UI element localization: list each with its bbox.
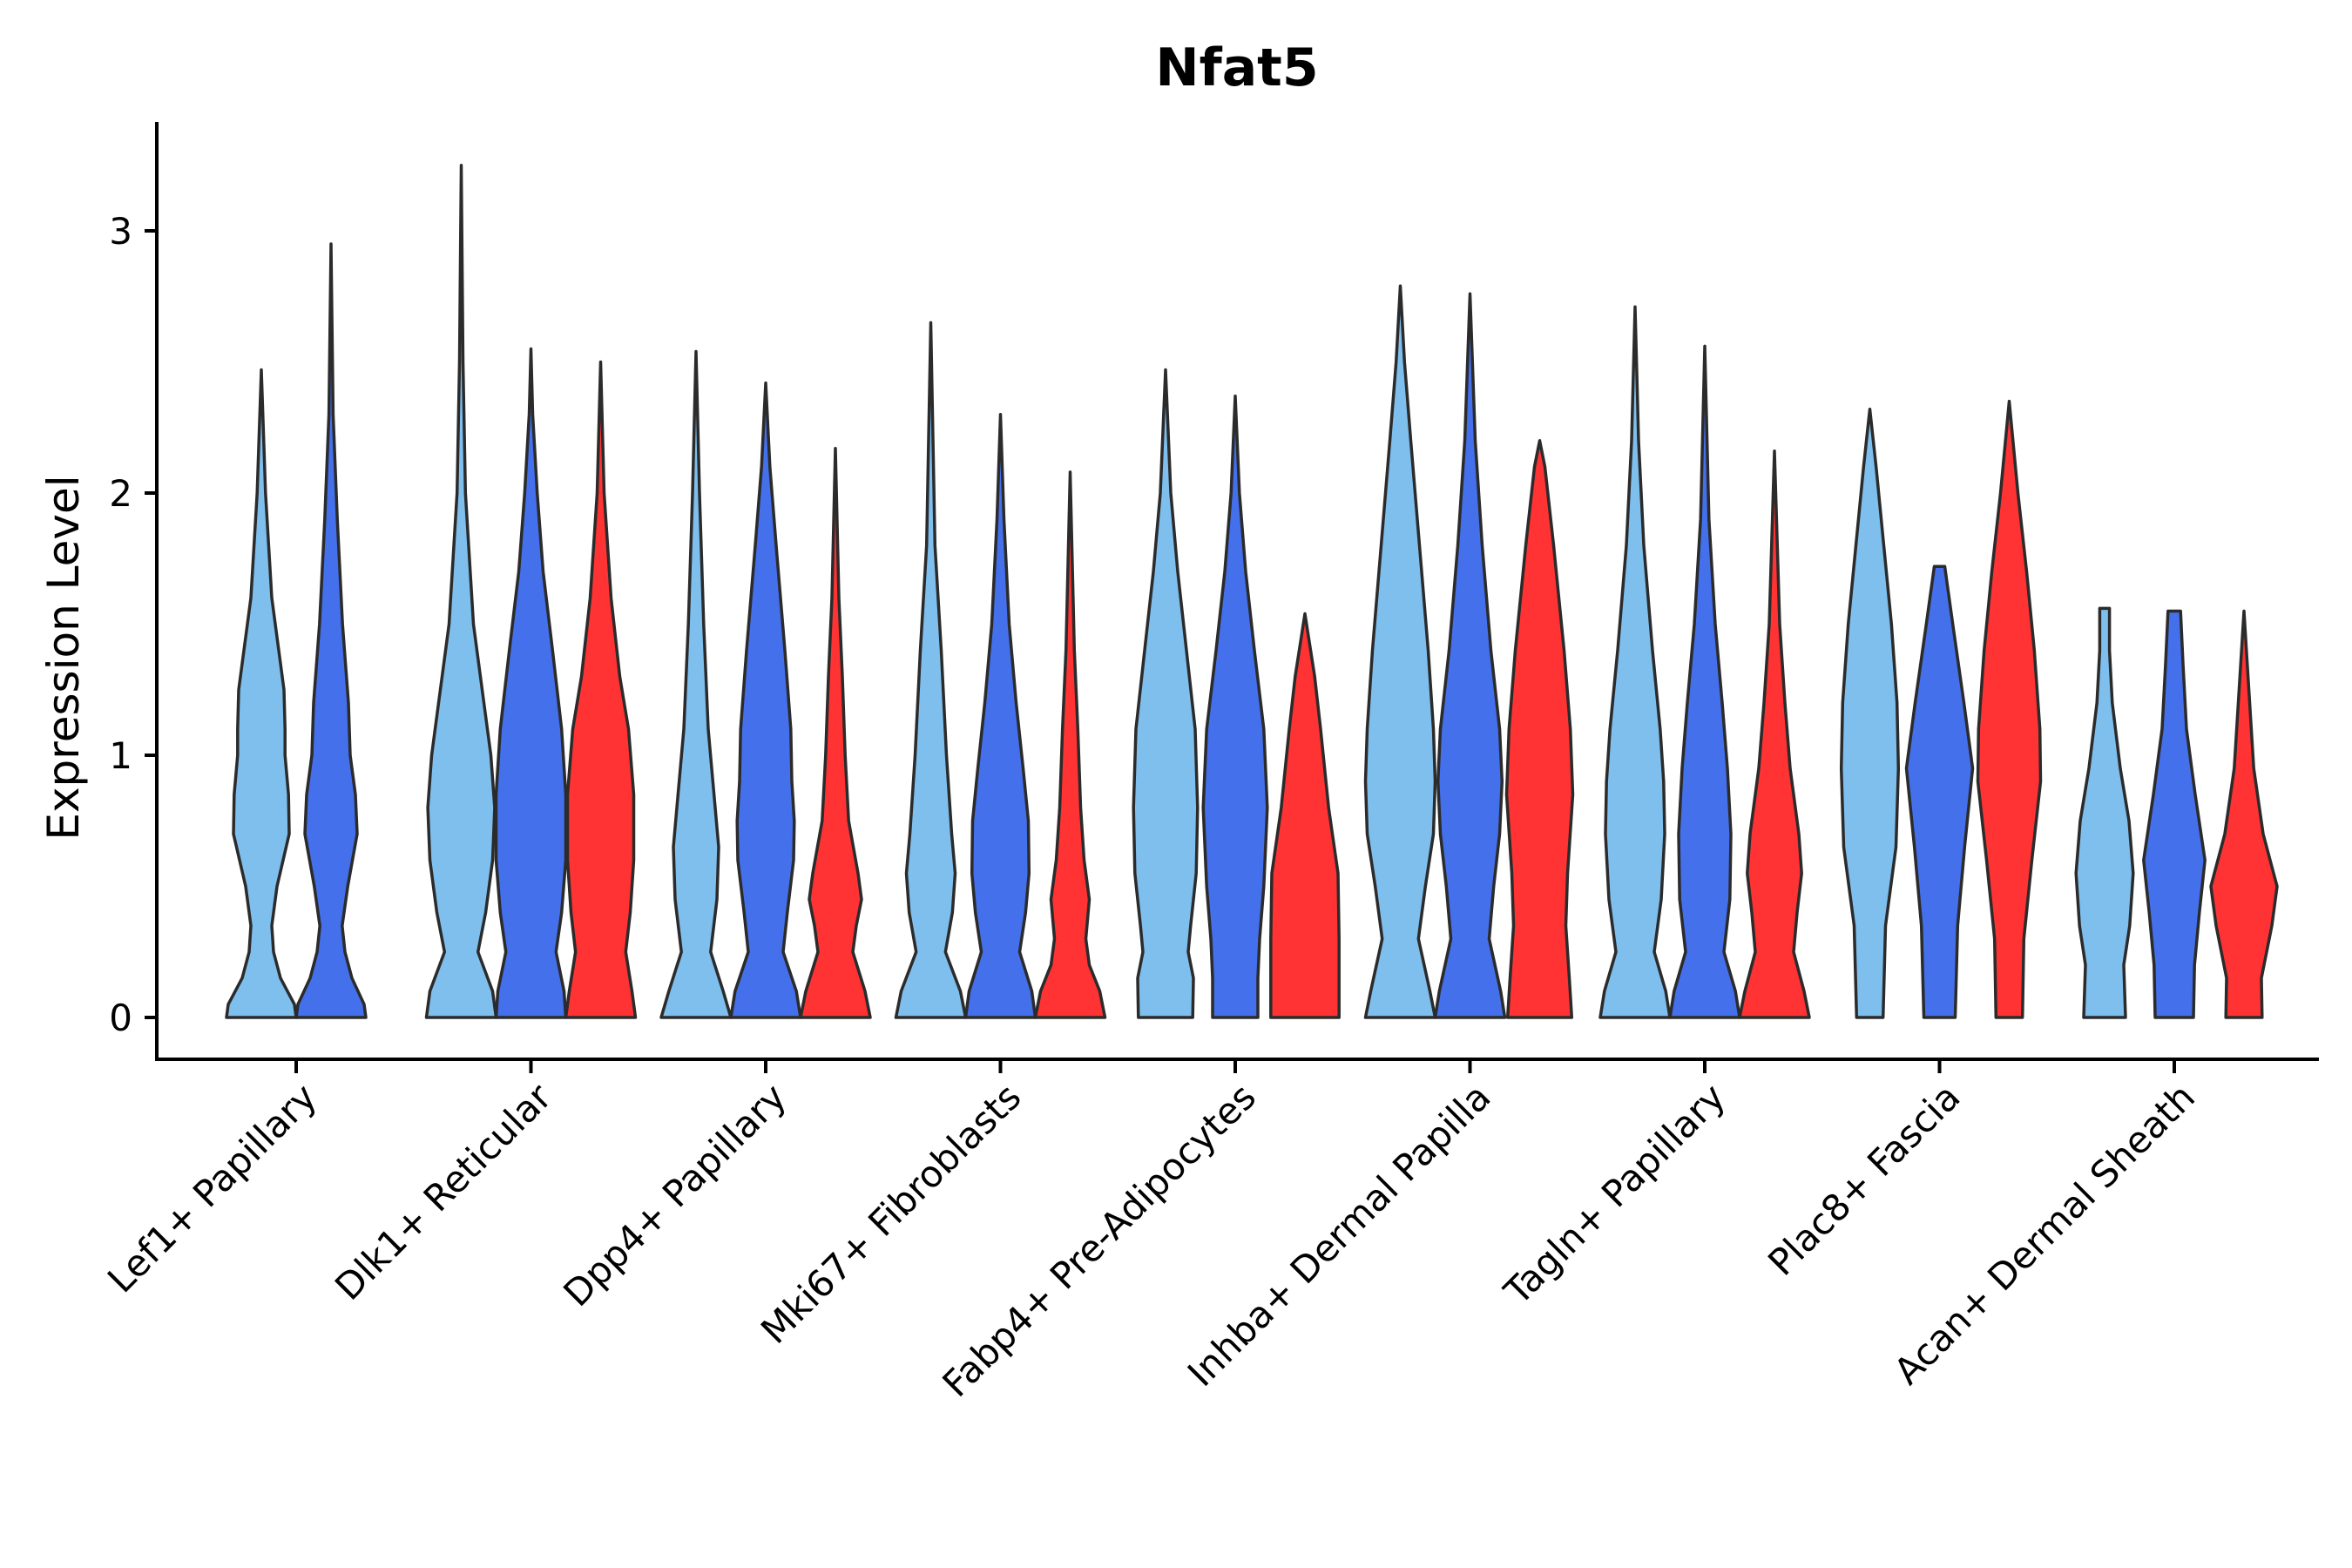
y-tick-label-2: 2 [109,472,132,515]
y-axis-label: Expression Level [38,475,89,840]
violin-8 [799,447,872,1019]
violin-23 [1904,564,1975,1019]
violin-6 [659,349,733,1019]
violin-15 [1363,284,1437,1019]
violin-17 [1504,439,1575,1019]
chart-title: Nfat5 [1155,37,1318,98]
violin-5 [564,360,638,1019]
y-tick-label-3: 3 [109,210,132,253]
y-ticks: 0 1 2 3 [109,210,157,1039]
x-tick-label-8: Plac8+ Fascia [1760,1075,1968,1283]
violin-21 [1738,449,1811,1019]
y-tick-label-1: 1 [109,734,132,777]
violin-9 [894,321,968,1019]
y-tick-label-0: 0 [109,997,132,1039]
violin-20 [1668,344,1741,1019]
x-tick-label-1: Lef1+ Papillary [99,1075,325,1301]
x-tick-label-7: Tagln+ Papillary [1496,1075,1734,1313]
x-tick-label-4: Mki67+ Fibroblasts [753,1075,1029,1351]
violin-22 [1839,407,1901,1019]
violin-27 [2209,609,2279,1019]
violin-layer [225,164,2279,1019]
violin-12 [1132,368,1200,1019]
x-tick-label-3: Dpp4+ Papillary [555,1075,794,1315]
violin-7 [729,381,802,1019]
violin-19 [1598,305,1672,1019]
violin-16 [1433,292,1507,1019]
violin-25 [2074,606,2135,1019]
violin-14 [1269,612,1341,1019]
violin-4 [494,347,568,1019]
x-tick-label-2: Dlk1+ Reticular [327,1075,560,1308]
violin-1 [225,368,298,1019]
violin-10 [963,412,1037,1019]
violin-11 [1033,470,1107,1019]
violin-13 [1201,394,1269,1019]
violin-24 [1976,399,2043,1019]
violin-2 [294,242,368,1019]
violin-3 [424,164,498,1019]
violin-26 [2142,609,2207,1019]
